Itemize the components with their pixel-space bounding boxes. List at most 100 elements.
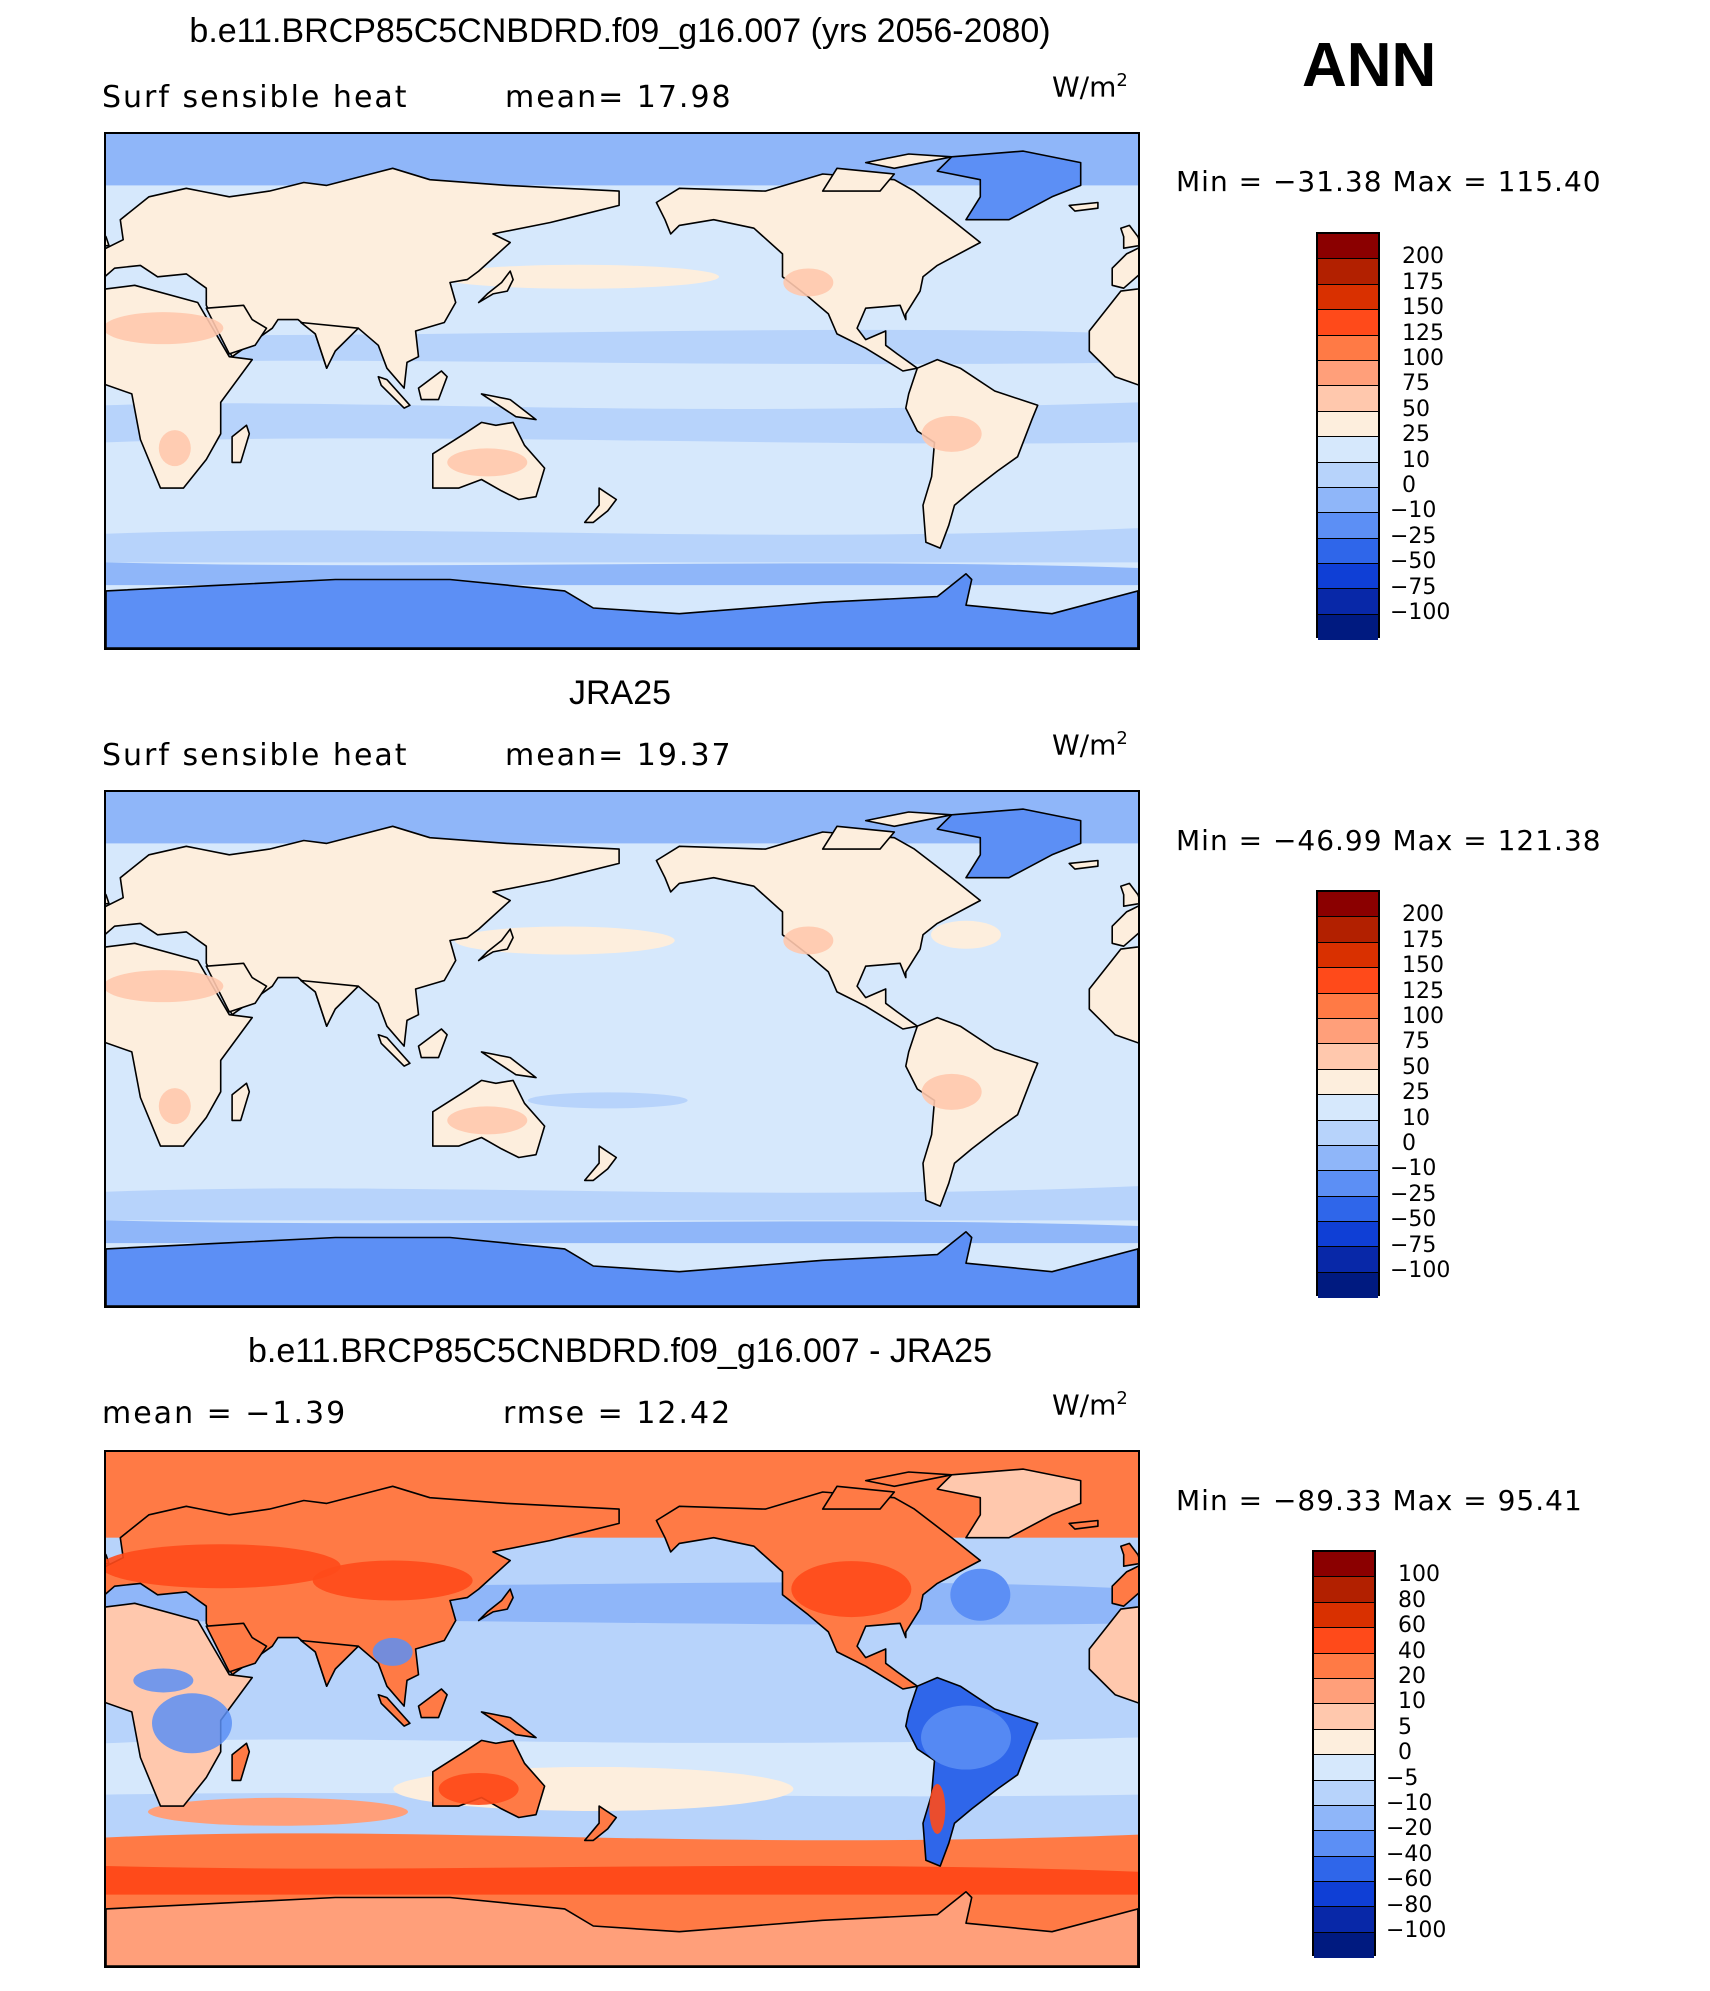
land-warm-patch: [783, 926, 834, 955]
colorbar-swatch: [1318, 513, 1378, 539]
land-warm-patch: [106, 312, 224, 345]
panel-1-title: b.e11.BRCP85C5CNBDRD.f09_g16.007 (yrs 20…: [189, 12, 1051, 50]
colorbar-tick-label: 50: [1402, 396, 1430, 422]
colorbar-tick-label: −20: [1386, 1816, 1433, 1842]
colorbar-swatch: [1314, 1932, 1374, 1959]
coastline-samerica: [905, 1016, 1039, 1207]
land-cold-patch: [372, 1637, 413, 1666]
coastline-japan: [477, 1588, 514, 1622]
colorbar-swatch: [1314, 1628, 1374, 1654]
colorbar-tick-label: 175: [1402, 269, 1444, 295]
coastline-japan: [477, 270, 514, 304]
coastline-arctic1: [821, 1485, 896, 1510]
colorbar-tick-label: −100: [1386, 1918, 1447, 1943]
panel-1-variable-label: Surf sensible heat: [102, 80, 409, 115]
coastline-antarctica: [106, 1231, 1138, 1306]
coastline-india: [300, 1639, 360, 1687]
land-warm-patch: [447, 448, 528, 477]
coastline-iceland: [1068, 1519, 1099, 1530]
coastline-arctic1: [821, 825, 896, 850]
southern-ocean-band: [106, 1220, 1138, 1244]
colorbar-tick-label: 25: [1402, 422, 1430, 448]
panel-2-map: [104, 790, 1140, 1308]
colorbar-tick-label: −10: [1390, 1156, 1437, 1182]
colorbar-tick-label: −50: [1390, 549, 1437, 575]
colorbar-tick-label: −25: [1390, 523, 1437, 549]
coastline-borneo: [417, 1688, 448, 1719]
colorbar-tick-label: 200: [1402, 902, 1444, 928]
land-cold-patch: [152, 1693, 232, 1754]
coastline-india: [300, 979, 360, 1027]
colorbar-tick-label: −75: [1390, 1232, 1437, 1258]
land-warm-patch: [783, 268, 834, 297]
coastline-madagascar: [231, 424, 251, 464]
coastline-africa: [1088, 1606, 1138, 1704]
colorbar-swatch: [1318, 1018, 1378, 1045]
coastline-arabia: [205, 1622, 268, 1673]
colorbar-swatch: [1314, 1704, 1374, 1730]
coastline-greenland: [936, 1468, 1082, 1539]
colorbar-swatch: [1318, 1196, 1378, 1223]
colorbar-swatch: [1314, 1755, 1374, 1781]
colorbar-tick-label: 0: [1402, 473, 1416, 498]
colorbar-tick-label: 0: [1398, 1740, 1412, 1766]
land-warm-patch: [447, 1106, 528, 1135]
coastline-nz: [583, 1145, 618, 1182]
panel-3-mean-label: mean = −1.39: [102, 1396, 348, 1431]
colorbar-swatch: [1314, 1552, 1374, 1578]
coastline-arctic2: [864, 811, 953, 828]
panel-1-mean-label: mean= 17.98: [505, 80, 733, 115]
colorbar-swatch: [1318, 487, 1378, 514]
colorbar-tick-label: −10: [1390, 498, 1437, 524]
colorbar-swatch: [1314, 1856, 1374, 1883]
colorbar-tick-label: −50: [1390, 1207, 1437, 1233]
southern-ocean-band: [106, 562, 1138, 586]
colorbar-swatch: [1314, 1805, 1374, 1832]
colorbar-tick-label: −60: [1386, 1867, 1433, 1893]
colorbar-tick-label: 150: [1402, 953, 1444, 979]
land-warm-patch: [158, 430, 191, 467]
colorbar-swatch: [1318, 589, 1378, 615]
coastline-sumatra: [377, 375, 411, 409]
map-field: [106, 134, 1138, 648]
land-warm-patch: [921, 415, 982, 452]
panel-3-map: [104, 1450, 1140, 1968]
colorbar-tick-label: −80: [1386, 1892, 1433, 1918]
land-warm-patch: [791, 1561, 912, 1618]
colorbar-tick-label: 75: [1402, 1029, 1430, 1055]
coastline-eurasia: [1111, 247, 1138, 289]
colorbar-swatch: [1318, 1272, 1378, 1299]
land-warm-patch: [106, 970, 224, 1003]
warm-patch: [931, 920, 1001, 949]
colorbar-tick-label: −40: [1386, 1841, 1433, 1867]
panel-3-minmax: Min = −89.33 Max = 95.41: [1176, 1484, 1583, 1517]
land-cold-patch: [133, 1668, 194, 1693]
colorbar-swatch: [1314, 1577, 1374, 1603]
colorbar-swatch: [1318, 614, 1378, 641]
tropical-patch: [527, 1092, 688, 1109]
colorbar-swatch: [1314, 1907, 1374, 1933]
land-warm-patch: [106, 1544, 341, 1589]
coastline-borneo: [417, 1028, 448, 1059]
panel-3-units: W/m2: [1052, 1388, 1128, 1422]
colorbar-tick-label: −75: [1390, 574, 1437, 600]
coastline-madagascar: [231, 1082, 251, 1122]
coastline-greenland: [936, 150, 1082, 221]
colorbar-swatch: [1318, 892, 1378, 918]
land-warm-patch: [158, 1088, 191, 1125]
coastline-sumatra: [377, 1033, 411, 1067]
panel-2-minmax: Min = −46.99 Max = 121.38: [1176, 824, 1602, 857]
colorbar-tick-label: 200: [1402, 244, 1444, 270]
coastline-arctic2: [864, 153, 953, 170]
gulfstream-patch: [950, 1568, 1011, 1621]
southern-ocean-band: [106, 1865, 1138, 1895]
season-label: ANN: [1302, 31, 1437, 100]
land-cold-patch: [921, 1705, 1011, 1770]
colorbar-swatch: [1318, 1069, 1378, 1096]
colorbar-swatch: [1318, 1222, 1378, 1248]
colorbar-swatch: [1314, 1831, 1374, 1857]
colorbar-swatch: [1318, 1171, 1378, 1197]
colorbar-tick-label: 125: [1402, 320, 1444, 346]
coastline-arabia: [205, 304, 268, 355]
colorbar-swatch: [1318, 1247, 1378, 1273]
